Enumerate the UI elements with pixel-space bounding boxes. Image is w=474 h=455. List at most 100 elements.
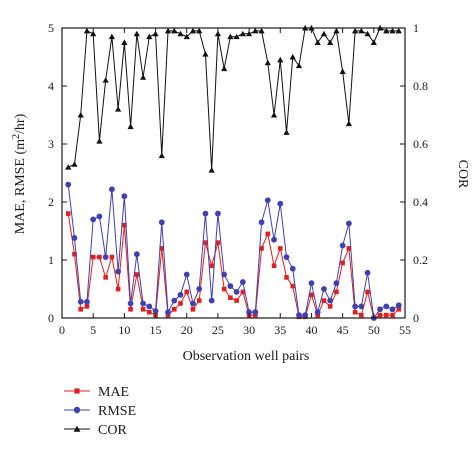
data-point-mae xyxy=(103,275,108,280)
data-point-mae xyxy=(277,246,283,251)
x-tick-label: 25 xyxy=(212,323,224,337)
data-point-mae xyxy=(134,272,140,277)
data-point-mae xyxy=(122,222,127,228)
data-point-rmse xyxy=(296,312,302,318)
data-point-cor xyxy=(258,27,265,34)
data-point-mae xyxy=(72,251,77,257)
data-point-cor xyxy=(395,27,402,34)
data-point-rmse xyxy=(140,300,146,307)
data-point-rmse xyxy=(389,306,396,313)
data-point-rmse xyxy=(239,279,246,285)
data-point-cor xyxy=(252,27,259,34)
series-layer xyxy=(65,24,402,321)
data-point-cor xyxy=(320,30,328,37)
data-point-mae xyxy=(203,240,208,245)
left-y-axis-title-sup: 2 xyxy=(11,134,22,139)
data-point-cor xyxy=(333,27,340,34)
data-point-rmse xyxy=(221,271,228,278)
data-point-mae xyxy=(359,312,364,318)
x-axis: 0 5 10 15 20 25 30 35 40 45 50 55 xyxy=(59,28,411,337)
x-tick-label: 50 xyxy=(368,323,380,337)
data-point-cor xyxy=(345,120,352,127)
series-line-cor xyxy=(68,27,399,171)
left-y-tick-label: 0 xyxy=(48,311,54,325)
data-point-rmse xyxy=(208,297,215,304)
data-point-cor xyxy=(221,65,228,72)
data-point-mae xyxy=(140,307,146,312)
data-point-rmse xyxy=(264,197,271,204)
data-point-mae xyxy=(97,254,102,260)
data-point-rmse xyxy=(333,280,340,287)
data-point-mae xyxy=(196,298,202,303)
data-point-rmse xyxy=(327,297,334,304)
data-point-rmse xyxy=(258,219,265,226)
data-point-mae xyxy=(377,312,383,318)
data-point-rmse xyxy=(115,268,122,275)
right-y-axis: 0 0.2 0.4 0.6 0.8 1 xyxy=(400,21,428,325)
plot-frame xyxy=(61,27,406,319)
data-point-mae xyxy=(178,301,183,306)
data-point-mae xyxy=(109,254,115,260)
data-point-cor xyxy=(245,30,253,37)
data-point-rmse xyxy=(302,312,309,318)
x-tick-label: 35 xyxy=(274,323,286,337)
right-y-tick-label: 1 xyxy=(413,21,419,35)
data-point-mae xyxy=(190,307,196,312)
right-y-tick-label: 0 xyxy=(413,311,419,325)
data-point-cor xyxy=(327,39,334,45)
data-point-cor xyxy=(189,27,197,34)
data-point-rmse xyxy=(177,291,184,298)
data-point-mae xyxy=(115,286,121,292)
data-point-cor xyxy=(227,33,234,40)
data-point-rmse xyxy=(277,200,284,207)
legend-marker-rmse xyxy=(73,406,81,414)
data-point-cor xyxy=(264,59,271,66)
legend: MAE RMSE COR xyxy=(64,385,136,438)
data-point-cor xyxy=(202,51,209,57)
data-point-mae xyxy=(346,246,352,251)
data-point-cor xyxy=(133,30,140,37)
legend-item-rmse: RMSE xyxy=(64,404,136,419)
data-point-rmse xyxy=(308,280,315,287)
data-point-mae xyxy=(209,263,214,269)
data-point-rmse xyxy=(215,210,221,217)
data-point-cor xyxy=(83,27,91,34)
left-y-axis: 0 1 2 3 4 5 xyxy=(48,21,67,325)
data-point-cor xyxy=(177,30,184,37)
data-point-mae xyxy=(184,289,190,295)
x-tick-label: 40 xyxy=(305,323,317,337)
data-point-cor xyxy=(121,39,128,45)
x-tick-label: 20 xyxy=(181,323,193,337)
data-point-rmse xyxy=(190,300,196,307)
data-point-mae xyxy=(259,246,264,251)
legend-item-mae: MAE xyxy=(64,385,129,400)
data-point-cor xyxy=(65,164,72,170)
data-point-rmse xyxy=(352,303,359,310)
data-point-rmse xyxy=(252,309,259,316)
data-point-cor xyxy=(289,53,296,60)
data-point-mae xyxy=(284,275,289,280)
data-point-rmse xyxy=(152,308,159,314)
data-point-mae xyxy=(365,289,370,295)
data-point-rmse xyxy=(345,220,352,227)
data-point-rmse xyxy=(364,269,371,276)
data-point-cor xyxy=(196,27,203,34)
right-y-tick-label: 0.2 xyxy=(413,253,428,267)
data-point-rmse xyxy=(133,251,140,258)
right-y-tick-label: 0.6 xyxy=(413,137,428,151)
x-tick-label: 10 xyxy=(118,323,130,337)
data-point-cor xyxy=(364,30,371,37)
data-point-cor xyxy=(383,27,390,34)
data-point-mae xyxy=(352,309,358,315)
data-point-mae xyxy=(65,211,71,216)
x-tick-label: 55 xyxy=(399,323,411,337)
series-cor xyxy=(65,24,402,173)
data-point-cor xyxy=(239,30,246,37)
data-point-cor xyxy=(115,106,122,112)
data-point-rmse xyxy=(377,306,383,313)
legend-label-rmse: RMSE xyxy=(98,404,136,419)
series-line-mae xyxy=(67,213,400,319)
data-point-rmse xyxy=(121,193,128,200)
data-point-rmse xyxy=(246,309,252,316)
data-point-rmse xyxy=(196,286,203,292)
